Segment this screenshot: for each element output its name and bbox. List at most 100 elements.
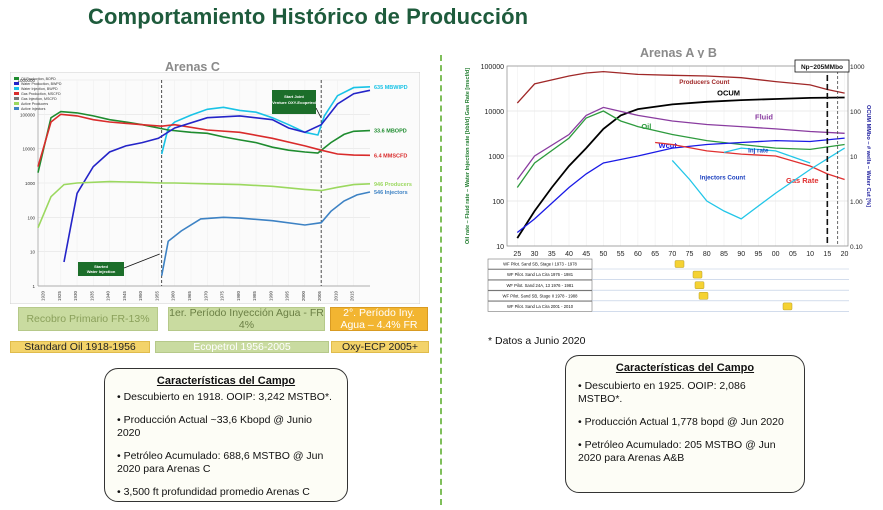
np-box xyxy=(794,59,850,73)
right-y-axis-title: Oil rate – Fluid rate – Water Injection … xyxy=(465,68,471,244)
left-x-tick-label: 2015 xyxy=(350,290,355,301)
left-characteristics-header: Características del Campo xyxy=(156,375,296,387)
period-label: 2°. Período Iny. Agua – 4.4% FR xyxy=(330,307,428,331)
right-series-label: Wcut xyxy=(659,141,678,150)
left-series-active-injectors xyxy=(160,191,371,276)
left-x-tick-label: 1975 xyxy=(220,290,225,301)
pilot-row xyxy=(487,290,593,302)
right-x-tick-label: 70 xyxy=(668,251,676,258)
right-series-label: Inj rate xyxy=(748,147,769,154)
left-x-tick-label: 1990 xyxy=(268,290,273,301)
pilot-table: WF Pilot. Sand SB, Stage I 1973 - 1978 WF… xyxy=(487,258,849,312)
left-series-water-production-bwpd xyxy=(63,89,371,263)
left-legend-entry: Active Injectors xyxy=(21,107,46,111)
right-x-tick-label: 85 xyxy=(720,251,728,258)
left-characteristics-list: • Descubierto en 1918. OOIP: 3,242 MSTBO… xyxy=(117,391,335,499)
left-series-water-injection-bwpd xyxy=(160,86,371,155)
right-y-tick-label: 10000 xyxy=(485,109,505,116)
right-x-tick-label: 25 xyxy=(513,251,521,258)
left-x-tick-label: 1960 xyxy=(171,290,176,301)
left-series-label: 33.6 MBOPD xyxy=(374,129,407,135)
left-x-tick-label: 1920 xyxy=(41,290,46,301)
right-x-tick-label: 65 xyxy=(651,251,659,258)
right-series-fluid xyxy=(516,106,845,180)
right-series-injectors-count xyxy=(671,147,845,220)
left-legend-entry: Active Producers xyxy=(21,102,48,106)
left-y-tick-label: 100000 xyxy=(20,112,36,117)
right-series-label: OCUM xyxy=(717,89,740,98)
right-x-tick-label: 20 xyxy=(841,251,849,258)
pilot-row xyxy=(487,258,593,270)
left-chart: 1000000 100000 10000 1000 100 10 1 1920 1925 1930… xyxy=(10,72,420,304)
left-y-tick-label: 10000 xyxy=(22,147,35,152)
left-characteristics-box: Características del Campo • Descubierto … xyxy=(104,368,348,502)
right-x-tick-label: 55 xyxy=(617,251,625,258)
left-y-tick-label: 1 xyxy=(32,284,35,289)
right-y2-tick-label: 10 xyxy=(850,154,858,161)
pilot-label: WF Pilot. Sand 24A, 13 1976 - 1981 xyxy=(506,283,574,288)
right-series-inj-rate xyxy=(723,147,811,164)
pilot-row xyxy=(487,269,593,280)
right-x-tick-label: 75 xyxy=(686,251,694,258)
pilot-label: WF Pilot. Sand La Cira 2001 - 2010 xyxy=(507,304,574,309)
left-x-tick-label: 2010 xyxy=(333,290,338,301)
left-x-tick-label: 1940 xyxy=(106,290,111,301)
right-series-label: Fluid xyxy=(755,112,773,121)
left-y-tick-label: 100 xyxy=(27,215,35,220)
right-series-wcut xyxy=(516,137,845,234)
left-legend-entry: Water Injection, BWPD xyxy=(21,87,58,91)
right-x-tick-label: 80 xyxy=(703,251,711,258)
left-x-tick-label: 1935 xyxy=(89,290,94,301)
left-x-tick-label: 1950 xyxy=(138,290,143,301)
left-legend-entry: Water Production, BWPD xyxy=(21,82,62,86)
right-plot-frame xyxy=(506,65,849,247)
right-series-label: Producers Count xyxy=(679,79,729,86)
right-x-tick-label: 90 xyxy=(737,251,745,258)
right-x-tick-label: 00 xyxy=(772,251,780,258)
left-legend-swatch xyxy=(14,97,19,100)
right-characteristic-item: • Petróleo Acumulado: 205 MSTBO @ Jun 20… xyxy=(578,439,776,464)
page-title: Comportamiento Histórico de Producción xyxy=(88,4,529,29)
left-x-tick-label: 1995 xyxy=(285,290,290,301)
left-legend-swatch xyxy=(14,87,19,90)
right-series-producers-count xyxy=(516,70,845,104)
right-y2-tick-label: 1000 xyxy=(850,64,865,71)
left-x-tick-label: 1980 xyxy=(236,290,241,301)
pilot-label: WF Pilot. Sand La Cira 1976 - 1981 xyxy=(507,272,574,277)
joint-venture-annotation-text: Venture OXY-Ecopetrol xyxy=(272,100,316,105)
left-legend-entry: Gas Injection, MSCFD xyxy=(21,97,57,101)
pilot-row xyxy=(487,279,593,291)
pilot-row xyxy=(487,301,593,312)
left-legend-entry: Gas Production, MSCFD xyxy=(21,92,61,96)
right-y2-axis-title: OCUM MMbo – # wells – Water Cut [%] xyxy=(865,105,871,207)
left-x-tick-label: 2005 xyxy=(317,290,322,301)
right-y2-tick-label: 1.00 xyxy=(850,199,863,206)
period-label: Recobro Primario FR-13% xyxy=(18,307,158,331)
right-y-tick-label: 1000 xyxy=(488,154,504,161)
joint-venture-annotation-arrow xyxy=(315,107,322,119)
right-y-tick-label: 100 xyxy=(492,199,504,206)
right-y2-tick-label: 0.10 xyxy=(850,244,863,251)
left-legend-swatch xyxy=(14,107,19,110)
pilot-label: WF Pilot. Sand SB, Stage II 1978 - 1988 xyxy=(503,293,579,298)
left-series-label: 946 Producers xyxy=(374,182,412,188)
period-label: Oxy-ECP 2005+ xyxy=(331,341,429,353)
right-characteristic-item: • Descubierto en 1925. OOIP: 2,086 MSTBO… xyxy=(578,380,746,405)
data-note: * Datos a Junio 2020 xyxy=(488,335,586,347)
right-characteristic-item: • Producción Actual 1,778 bopd @ Jun 202… xyxy=(578,416,784,428)
left-y-tick-label: 1000000 xyxy=(17,78,35,83)
left-legend-swatch xyxy=(14,77,19,80)
right-y-tick-label: 10 xyxy=(496,244,504,251)
period-label: 1er. Período Inyección Agua - FR 4% xyxy=(168,307,325,331)
injection-annotation-arrow xyxy=(123,253,160,269)
pilot-label: WF Pilot. Sand SB, Stage I 1973 - 1978 xyxy=(503,262,577,267)
period-label: Standard Oil 1918-1956 xyxy=(10,341,150,353)
right-x-tick-label: 35 xyxy=(548,251,556,258)
np-box-label: Np~205MMbo xyxy=(801,64,843,71)
joint-venture-annotation-box xyxy=(272,90,316,114)
right-x-tick-label: 10 xyxy=(806,251,814,258)
left-series-label: 635 MBWIPD xyxy=(374,85,408,91)
left-legend-swatch xyxy=(14,102,19,105)
right-x-tick-label: 95 xyxy=(755,251,763,258)
